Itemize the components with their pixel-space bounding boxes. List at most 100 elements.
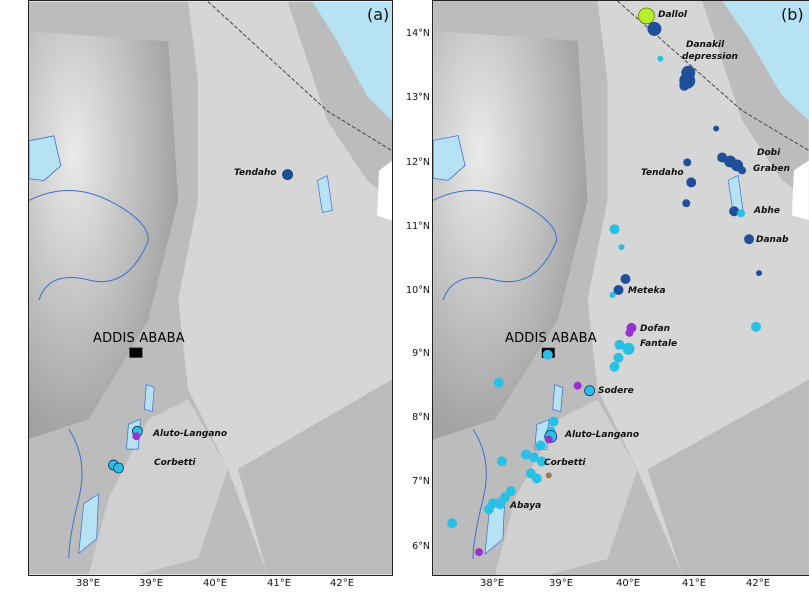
lon-tick-a-38: 38°E: [75, 578, 101, 589]
capital-label-a: ADDIS ABABA: [93, 331, 185, 346]
place-danakil-2: depression: [682, 52, 738, 62]
site-dobi-4: [738, 166, 747, 175]
river2: [68, 428, 83, 559]
gulf-aden: [791, 160, 809, 221]
site-tendaho-a: [282, 169, 293, 180]
place-fantale: Fantale: [640, 339, 678, 349]
site-far-west: [447, 518, 458, 529]
map-panel-b: (b): [432, 0, 809, 576]
site-danab: [744, 234, 755, 245]
lon-tick-b-39: 39°E: [548, 578, 574, 589]
red-sea: [722, 1, 809, 121]
site-lang-1: [520, 449, 531, 460]
site-fantale-1: [614, 339, 625, 350]
site-fantale-4: [609, 361, 620, 372]
site-south-2: [499, 492, 510, 503]
lon-tick-a-40: 40°E: [202, 578, 228, 589]
site-zw-1: [548, 416, 559, 427]
site-east-cyan: [751, 321, 762, 332]
place-abaya: Abaya: [510, 501, 542, 511]
lat-tick-12: 12°N: [406, 157, 430, 168]
site-dallol: [638, 7, 655, 25]
lat-tick-14: 14°N: [406, 28, 430, 39]
lat-tick-10: 10°N: [406, 285, 430, 296]
lat-tick-8: 8°N: [412, 412, 430, 423]
site-fantale-2: [622, 342, 635, 355]
site-aluto-a2: [132, 432, 141, 441]
lon-tick-b-41: 41°E: [681, 578, 707, 589]
river2: [472, 429, 487, 560]
highland-west: [433, 30, 588, 440]
site-corbetti-2: [531, 473, 542, 484]
place-aluto-b: Aluto-Langano: [565, 430, 639, 440]
site-lang-3: [536, 456, 547, 467]
site-danakil-3: [679, 80, 690, 91]
site-corbetti-brown: [545, 472, 552, 479]
lat-tick-13: 13°N: [406, 92, 430, 103]
site-meteka-3: [609, 291, 616, 298]
lake-tana: [29, 135, 62, 182]
site-dallol-2: [647, 21, 662, 36]
site-far-south: [475, 548, 483, 557]
lat-tick-7: 7°N: [412, 476, 430, 487]
site-west-2: [618, 244, 625, 251]
site-lang-4: [496, 456, 507, 467]
place-dofan: Dofan: [640, 324, 671, 334]
lon-tick-b-42: 42°E: [745, 578, 771, 589]
site-tendaho-2: [686, 177, 697, 188]
place-danab: Danab: [756, 235, 789, 245]
lon-tick-b-38: 38°E: [479, 578, 505, 589]
gulf-aden: [377, 160, 392, 221]
river: [29, 190, 149, 301]
map-a-svg: [29, 1, 392, 575]
site-danakil-cyan: [657, 55, 664, 62]
lake-afar: [317, 175, 333, 213]
place-corbetti-a: Corbetti: [154, 458, 196, 468]
site-addis-1: [542, 349, 553, 360]
place-danakil-1: Danakil: [686, 40, 725, 50]
site-danakil-4: [713, 125, 720, 132]
map-b-svg: [433, 1, 809, 575]
place-dallol: Dallol: [658, 10, 687, 20]
site-sodere-2: [584, 385, 595, 397]
place-sodere: Sodere: [598, 386, 634, 396]
lat-tick-11: 11°N: [406, 221, 430, 232]
lake-tana: [433, 135, 466, 181]
lon-tick-a-41: 41°E: [266, 578, 292, 589]
site-aluto-3: [535, 440, 546, 451]
site-dofan-2: [625, 328, 634, 337]
site-west-3: [493, 377, 504, 388]
place-abhe: Abhe: [754, 206, 780, 216]
site-sodere-1: [573, 381, 582, 390]
site-tendaho-1: [683, 158, 692, 167]
place-tendaho-b: Tendaho: [641, 168, 684, 178]
place-dobi-1: Dobi: [757, 148, 781, 158]
rift-lowland-south: [494, 399, 638, 575]
capital-marker-a: [129, 347, 143, 358]
site-lang-2: [528, 452, 539, 463]
place-dobi-2: Graben: [753, 164, 790, 174]
place-corbetti-b: Corbetti: [544, 458, 586, 468]
site-corbetti-a2: [113, 462, 124, 474]
lon-tick-b-40: 40°E: [615, 578, 641, 589]
site-aluto-2: [544, 435, 553, 444]
map-panel-a: (a): [28, 0, 393, 576]
river: [433, 189, 558, 301]
highland-east: [237, 379, 392, 575]
lon-tick-a-42: 42°E: [329, 578, 355, 589]
panel-label-b: (b): [778, 5, 807, 24]
site-meteka-1: [620, 274, 631, 285]
border-line: [207, 1, 392, 152]
place-tendaho-a: Tendaho: [234, 168, 277, 178]
site-abaya-2: [483, 504, 494, 515]
lake-ziway: [552, 384, 564, 413]
place-meteka: Meteka: [628, 286, 666, 296]
border-line: [617, 1, 809, 151]
panel-label-a: (a): [364, 5, 392, 24]
place-aluto-a: Aluto-Langano: [153, 429, 227, 439]
site-abhe-1: [729, 206, 740, 217]
rift-lowland-south: [88, 399, 228, 575]
site-fantale-3: [613, 352, 624, 363]
lake-ziway: [143, 383, 155, 412]
site-east-small: [756, 270, 763, 277]
